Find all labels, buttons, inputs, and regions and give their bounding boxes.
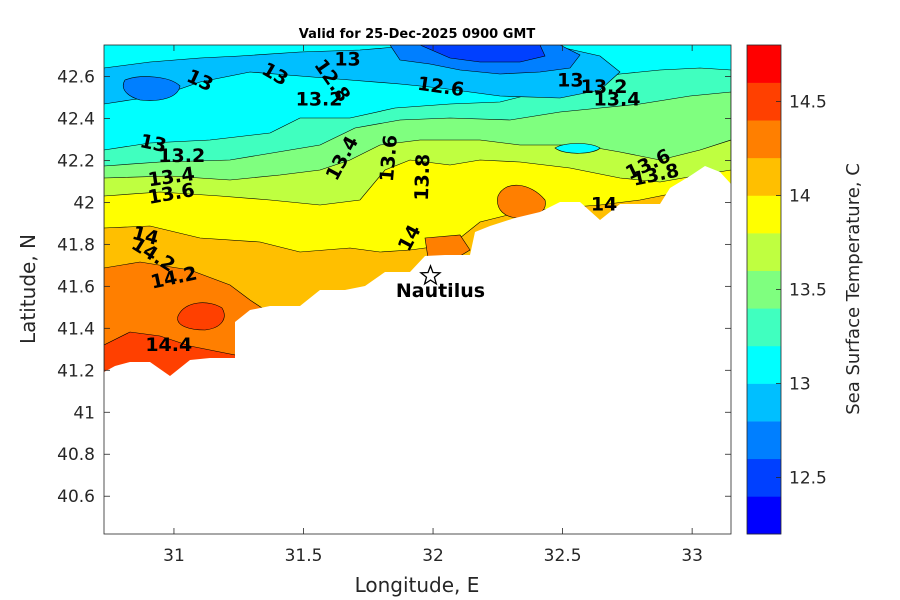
- land-mask: [104, 166, 731, 534]
- band-14-4-cell: [177, 302, 225, 331]
- cold-band-12-4: [419, 45, 546, 63]
- colorbar-swatch: [747, 45, 781, 83]
- y-tick-label: 41: [73, 403, 95, 423]
- plot-frame: [103, 44, 732, 535]
- colorbar-tick-label: 12.5: [789, 469, 827, 489]
- colorbar-tick-label: 13.5: [789, 281, 827, 301]
- y-tick-label: 41.2: [57, 361, 95, 381]
- station-star-icon: [419, 264, 442, 286]
- chart-title: Valid for 25-Dec-2025 0900 GMT: [299, 27, 536, 42]
- y-tick-label: 40.8: [57, 445, 95, 465]
- colorbar-swatch: [747, 421, 781, 460]
- colorbar-tick-label: 14.5: [789, 92, 827, 112]
- contour-label: 13: [557, 70, 583, 92]
- colorbar-label: Sea Surface Temperature, C: [843, 163, 864, 415]
- contour-label: 13.2: [158, 145, 205, 167]
- contour-label: 13.4: [594, 89, 641, 111]
- x-axis-ticks: 31 31.5 32 32.5 33: [163, 45, 703, 566]
- colorbar-swatch: [747, 82, 781, 121]
- y-axis-label: Latitude, N: [16, 234, 40, 344]
- y-tick-label: 42.2: [57, 151, 95, 171]
- colorbar-tick-label: 13: [789, 375, 811, 395]
- y-tick-label: 40.6: [57, 487, 95, 507]
- y-axis-ticks: 40.6 40.8 41 41.2 41.4 41.6 41.8 42 42.2 42.4 42.6: [57, 67, 731, 507]
- station-marker: Nautilus: [396, 264, 485, 302]
- y-tick-label: 42.4: [57, 109, 95, 129]
- y-tick-label: 42: [73, 193, 95, 213]
- y-tick-label: 41.8: [57, 235, 95, 255]
- contour-label: 13.6: [376, 134, 402, 183]
- colorbar-swatch: [747, 157, 781, 196]
- x-tick-label: 33: [681, 546, 703, 566]
- contour-label: 13: [138, 130, 168, 157]
- x-tick-label: 31: [163, 546, 185, 566]
- x-tick-label: 32: [422, 546, 444, 566]
- colorbar: 12.5 13 13.5 14 14.5: [746, 44, 827, 535]
- contour-label: 13.2: [581, 76, 628, 98]
- colorbar-swatch: [747, 383, 781, 422]
- contour-label: 13: [334, 49, 360, 71]
- x-tick-label: 32.5: [544, 546, 582, 566]
- contour-label: 13.8: [411, 153, 435, 201]
- colorbar-swatch: [747, 345, 781, 384]
- contour-label: 13.2: [296, 89, 343, 111]
- x-tick-label: 31.5: [285, 546, 323, 566]
- colorbar-swatch: [747, 308, 781, 347]
- small-eddy: [554, 143, 601, 154]
- x-axis-label: Longitude, E: [355, 573, 480, 597]
- colorbar-swatch: [747, 496, 781, 535]
- y-tick-label: 42.6: [57, 67, 95, 87]
- y-tick-label: 41.4: [57, 319, 95, 339]
- temperature-field: [104, 45, 731, 534]
- contour-label: 14.4: [145, 334, 192, 356]
- colorbar-swatch: [747, 120, 781, 159]
- colorbar-swatch: [747, 270, 781, 309]
- colorbar-swatch: [747, 458, 781, 497]
- y-tick-label: 41.6: [57, 277, 95, 297]
- cold-cell-west: [122, 76, 181, 101]
- station-label: Nautilus: [396, 280, 485, 302]
- colorbar-swatch: [747, 195, 781, 234]
- contour-label: 14: [591, 194, 617, 216]
- colorbar-tick-label: 14: [789, 186, 811, 206]
- colorbar-swatch: [747, 233, 781, 271]
